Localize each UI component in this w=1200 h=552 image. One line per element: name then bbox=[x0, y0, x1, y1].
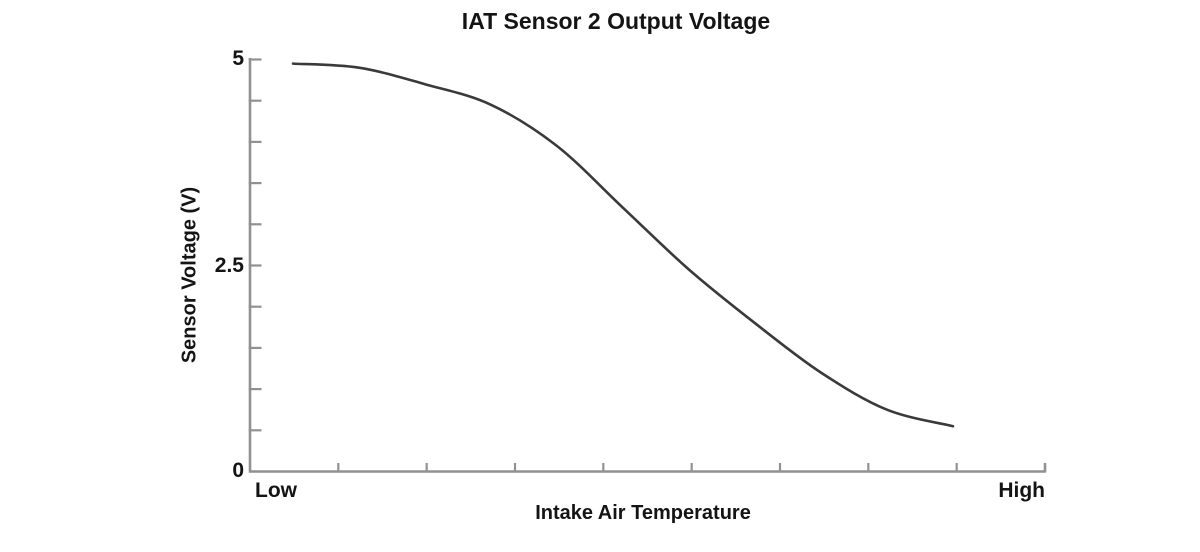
y-tick-label-5: 5 bbox=[232, 47, 244, 70]
x-tick-label-high: High bbox=[998, 479, 1045, 502]
x-axis-label: Intake Air Temperature bbox=[535, 502, 751, 524]
y-tick-label-0: 0 bbox=[232, 459, 244, 482]
y-tick-label-2point5: 2.5 bbox=[214, 254, 244, 277]
chart-title: IAT Sensor 2 Output Voltage bbox=[461, 8, 771, 34]
axes-lines bbox=[248, 58, 1047, 473]
x-tick-label-low: Low bbox=[255, 479, 297, 502]
x-axis-ticks bbox=[337, 463, 958, 472]
y-axis-minor-ticks bbox=[248, 58, 262, 432]
voltage-curve bbox=[291, 62, 955, 428]
